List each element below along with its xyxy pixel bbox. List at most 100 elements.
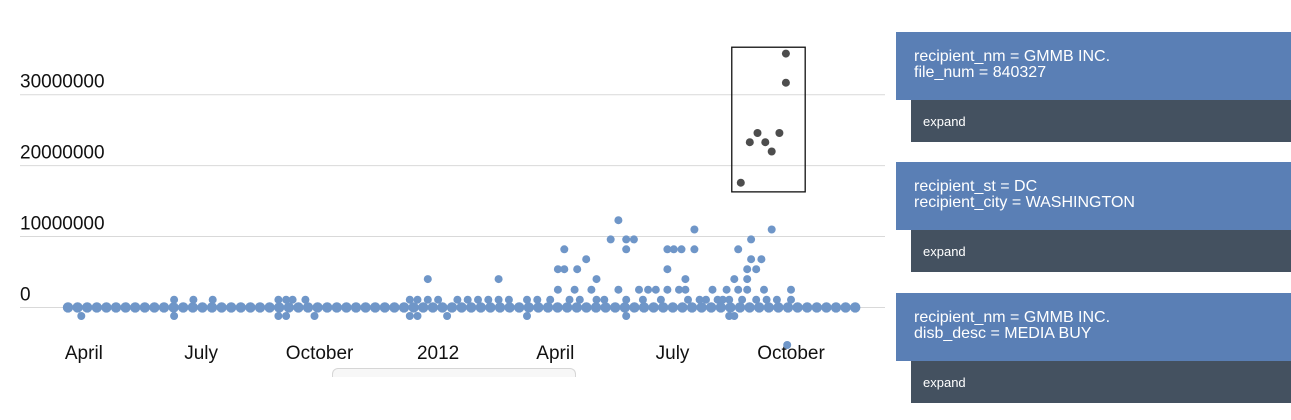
x-tick-label: July — [184, 343, 218, 364]
baseline-dot — [504, 302, 515, 313]
data-point — [743, 285, 752, 294]
baseline-dot — [139, 302, 150, 313]
expand-button-2[interactable]: expand — [911, 230, 1291, 272]
data-point — [638, 295, 647, 304]
x-tick-label: 2012 — [417, 343, 459, 364]
filter-panel-1: recipient_nm = GMMB INC. file_num = 8403… — [896, 32, 1291, 142]
baseline-dot — [264, 302, 275, 313]
expand-button-1[interactable]: expand — [911, 100, 1291, 142]
baseline-dot — [667, 302, 678, 313]
data-point — [734, 285, 743, 294]
data-point — [752, 265, 761, 274]
data-point — [730, 275, 739, 284]
baseline-dot — [322, 302, 333, 313]
baseline-dot — [245, 302, 256, 313]
baseline-dot — [389, 302, 400, 313]
baseline-dot — [341, 302, 352, 313]
filter-panel-3-line2: disb_desc = MEDIA BUY — [914, 325, 1092, 342]
x-tick-label: October — [286, 343, 354, 364]
filter-panel-3-line1: recipient_nm = GMMB INC. — [914, 309, 1111, 326]
filter-panel-3-header[interactable]: recipient_nm = GMMB INC. disb_desc = MED… — [896, 293, 1291, 361]
horizontal-scrollbar[interactable] — [332, 368, 576, 377]
selected-point — [775, 129, 784, 137]
baseline-dot — [158, 302, 170, 313]
y-axis: 0 10000000 20000000 30000000 — [20, 72, 105, 306]
selected-point — [736, 178, 745, 187]
data-point — [725, 295, 734, 304]
baseline-dot — [571, 302, 582, 313]
baseline-dot — [187, 302, 198, 313]
data-point — [743, 265, 752, 274]
baseline-dot — [533, 302, 544, 313]
x-tick-label: April — [536, 343, 574, 364]
baseline-dot — [773, 302, 784, 313]
baseline-dot — [475, 302, 486, 313]
selection-box[interactable] — [731, 46, 806, 193]
expand-button-3[interactable]: expand — [911, 361, 1291, 403]
baseline-dot — [782, 302, 794, 313]
baseline-dot — [686, 302, 698, 313]
data-point — [767, 225, 776, 234]
data-point — [695, 295, 704, 304]
selected-point — [753, 129, 762, 137]
data-point — [747, 235, 756, 244]
baseline-dot — [696, 302, 707, 313]
data-point — [718, 295, 727, 304]
data-point — [669, 245, 678, 254]
baseline-dot — [82, 302, 93, 313]
data-point — [474, 295, 482, 304]
data-point — [708, 285, 717, 294]
baseline-dot — [792, 302, 803, 313]
baseline-dot — [725, 302, 736, 313]
data-point — [606, 235, 615, 244]
data-point — [743, 275, 752, 284]
selected-point — [781, 78, 790, 87]
data-point — [434, 295, 443, 304]
data-point — [573, 265, 582, 274]
data-point — [772, 295, 781, 304]
data-point — [553, 285, 562, 294]
y-tick-label: 10000000 — [20, 214, 105, 235]
data-point — [413, 295, 422, 304]
x-axis: April July October 2012 April July October — [65, 343, 826, 364]
data-points — [77, 49, 795, 349]
baseline-dot — [610, 302, 621, 313]
data-point — [170, 295, 179, 304]
baseline-dot — [302, 302, 314, 313]
data-point — [423, 275, 432, 284]
baseline-dot — [715, 302, 726, 313]
selected-point — [761, 138, 770, 147]
data-point — [622, 295, 631, 304]
data-point — [592, 275, 601, 284]
data-point — [494, 295, 503, 304]
baseline-dot — [149, 302, 160, 313]
y-tick-label: 20000000 — [20, 143, 105, 164]
baseline-dot — [523, 302, 534, 313]
selected-point — [781, 49, 790, 58]
data-point — [463, 295, 472, 304]
baseline-dot — [811, 302, 822, 313]
baseline-dot — [840, 302, 851, 313]
baseline-dot — [418, 302, 429, 313]
data-point — [504, 295, 513, 304]
filter-panel-2-header[interactable]: recipient_st = DC recipient_city = WASHI… — [896, 162, 1291, 230]
baseline-dot — [446, 302, 458, 313]
filter-panel-1-header[interactable]: recipient_nm = GMMB INC. file_num = 8403… — [896, 32, 1291, 100]
data-point — [560, 245, 569, 254]
baseline-dot — [360, 302, 371, 313]
data-point — [565, 295, 574, 304]
data-point — [575, 295, 584, 304]
data-point — [523, 295, 531, 304]
baseline-dot — [62, 302, 74, 313]
baseline-dot — [648, 302, 659, 313]
baseline-dot — [427, 302, 438, 313]
baseline-dot — [101, 302, 112, 313]
baseline-dot — [581, 302, 592, 313]
baseline-dot — [216, 302, 227, 313]
y-tick-label: 30000000 — [20, 72, 105, 93]
baseline-dot — [370, 302, 381, 313]
filter-panel-3: recipient_nm = GMMB INC. disb_desc = MED… — [896, 293, 1291, 403]
baseline-dot — [178, 302, 189, 313]
baseline-dot — [638, 302, 650, 313]
baseline-dot — [754, 302, 765, 313]
